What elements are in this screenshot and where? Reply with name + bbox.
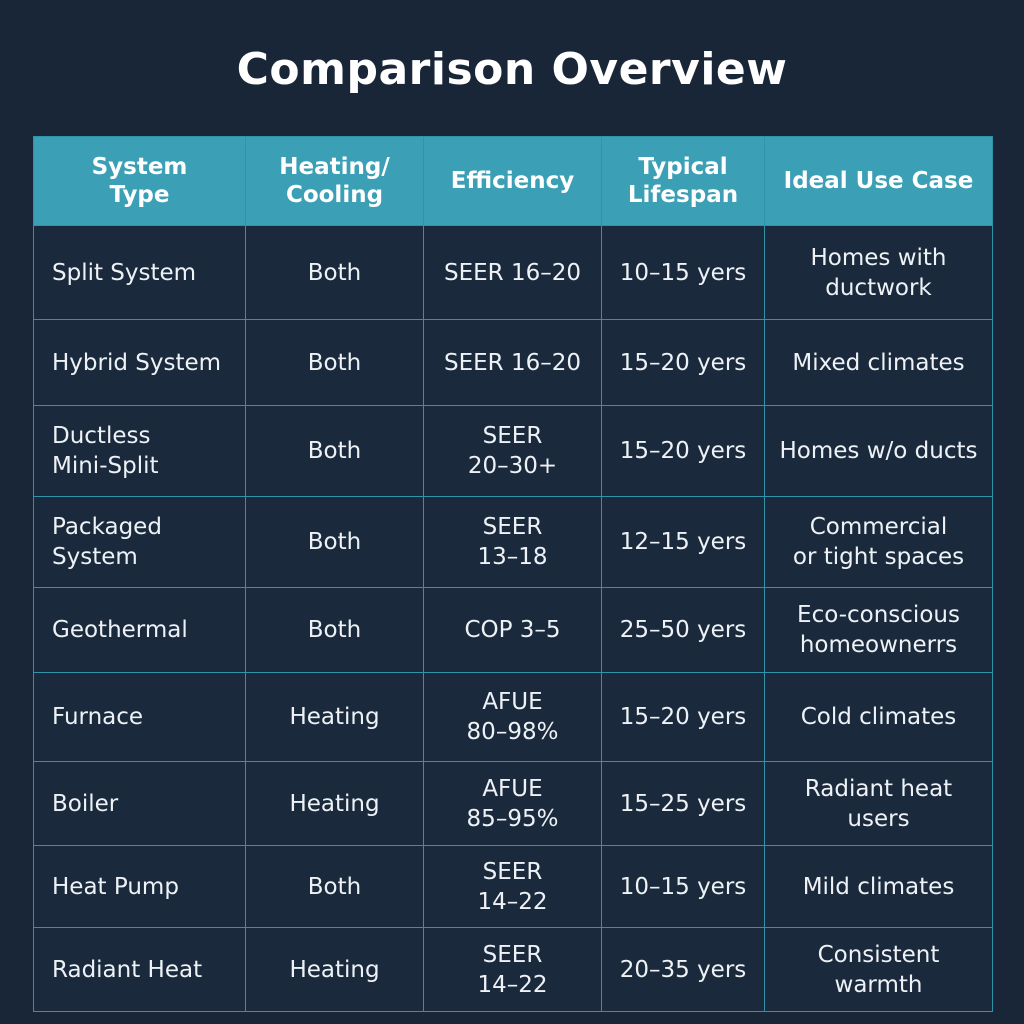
cell-efficiency: SEER 16–20 [423,225,602,320]
cell-lifespan: 15–20 yers [601,319,765,406]
cell-use-case: Homes with ductwork [764,225,993,320]
cell-use-case: Cold climates [764,672,993,762]
cell-use-case: Radiant heat users [764,761,993,846]
cell-system-type: Geothermal [33,587,246,673]
cell-heating-cooling: Both [245,587,424,673]
cell-heating-cooling: Heating [245,672,424,762]
table-row: Split System Both SEER 16–20 10–15 yers … [33,225,993,320]
header-typical-lifespan: Typical Lifespan [601,136,765,226]
cell-lifespan: 10–15 yers [601,225,765,320]
cell-lifespan: 12–15 yers [601,496,765,588]
cell-use-case: Commercial or tight spaces [764,496,993,588]
cell-lifespan: 20–35 yers [601,927,765,1012]
cell-efficiency: AFUE 80–98% [423,672,602,762]
cell-efficiency: COP 3–5 [423,587,602,673]
cell-efficiency: SEER 14–22 [423,927,602,1012]
header-efficiency: Efficiency [423,136,602,226]
table-row: Heat Pump Both SEER 14–22 10–15 yers Mil… [33,845,993,928]
cell-lifespan: 15–20 yers [601,405,765,497]
cell-system-type: Hybrid System [33,319,246,406]
cell-lifespan: 15–20 yers [601,672,765,762]
cell-use-case: Eco-conscious homeownerrs [764,587,993,673]
cell-heating-cooling: Both [245,845,424,928]
cell-use-case: Mixed climates [764,319,993,406]
table-row: Boiler Heating AFUE 85–95% 15–25 yers Ra… [33,761,993,846]
cell-efficiency: SEER 16–20 [423,319,602,406]
cell-lifespan: 25–50 yers [601,587,765,673]
cell-system-type: Radiant Heat [33,927,246,1012]
header-heating-cooling: Heating/ Cooling [245,136,424,226]
cell-heating-cooling: Both [245,496,424,588]
cell-use-case: Consistent warmth [764,927,993,1012]
cell-system-type: Furnace [33,672,246,762]
cell-heating-cooling: Both [245,225,424,320]
cell-system-type: Packaged System [33,496,246,588]
header-ideal-use-case: Ideal Use Case [764,136,993,226]
table-row: Geothermal Both COP 3–5 25–50 yers Eco-c… [33,587,993,673]
comparison-table: System Type Heating/ Cooling Efficiency … [33,136,993,1012]
cell-heating-cooling: Heating [245,927,424,1012]
cell-lifespan: 10–15 yers [601,845,765,928]
table-row: Packaged System Both SEER 13–18 12–15 ye… [33,496,993,588]
table-row: Radiant Heat Heating SEER 14–22 20–35 ye… [33,927,993,1012]
table-row: Ductless Mini-Split Both SEER 20–30+ 15–… [33,405,993,497]
header-system-type: System Type [33,136,246,226]
cell-efficiency: SEER 13–18 [423,496,602,588]
table-row: Hybrid System Both SEER 16–20 15–20 yers… [33,319,993,406]
cell-system-type: Ductless Mini-Split [33,405,246,497]
cell-efficiency: AFUE 85–95% [423,761,602,846]
cell-use-case: Homes w/o ducts [764,405,993,497]
cell-efficiency: SEER 20–30+ [423,405,602,497]
cell-heating-cooling: Both [245,319,424,406]
cell-system-type: Heat Pump [33,845,246,928]
cell-efficiency: SEER 14–22 [423,845,602,928]
cell-lifespan: 15–25 yers [601,761,765,846]
cell-heating-cooling: Both [245,405,424,497]
table-header-row: System Type Heating/ Cooling Efficiency … [33,136,993,226]
cell-use-case: Mild climates [764,845,993,928]
table-row: Furnace Heating AFUE 80–98% 15–20 yers C… [33,672,993,762]
cell-system-type: Boiler [33,761,246,846]
cell-heating-cooling: Heating [245,761,424,846]
cell-system-type: Split System [33,225,246,320]
page-title: Comparison Overview [236,44,788,95]
